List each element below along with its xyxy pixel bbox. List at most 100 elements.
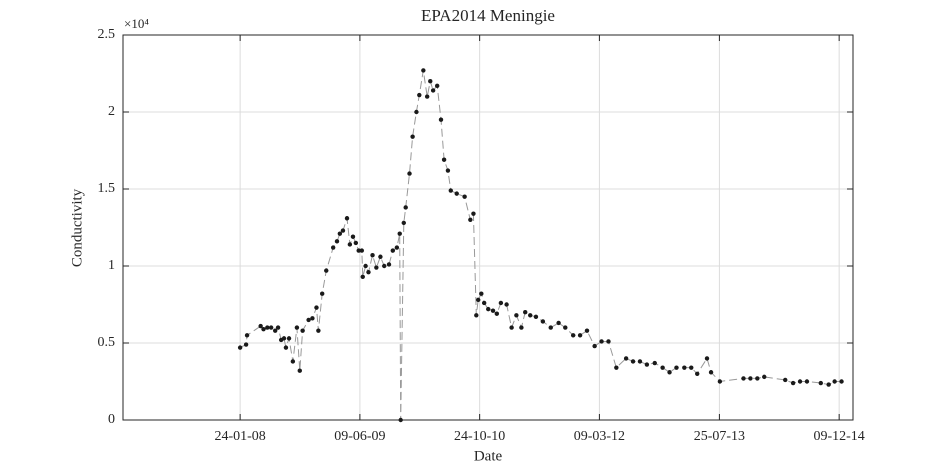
data-point — [261, 326, 266, 332]
x-tick-label: 09-03-12 — [574, 429, 625, 444]
data-point — [494, 311, 500, 316]
x-axis-label: Date — [474, 448, 503, 464]
data-point — [504, 302, 509, 307]
data-point — [374, 265, 379, 270]
data-point — [445, 168, 451, 173]
data-point — [462, 194, 467, 199]
x-tick-label: 25-07-13 — [694, 429, 745, 444]
data-point — [548, 325, 553, 330]
data-point — [839, 379, 844, 384]
data-point — [741, 376, 746, 381]
y-tick-label: 2 — [108, 104, 115, 119]
data-point — [258, 323, 263, 329]
data-point — [243, 342, 249, 347]
data-point — [797, 379, 803, 384]
data-point — [717, 379, 723, 384]
chart-title: EPA2014 Meningie — [421, 6, 555, 25]
data-point — [244, 333, 250, 338]
data-point — [790, 380, 796, 386]
data-point — [421, 68, 426, 73]
data-point — [290, 359, 296, 364]
data-point — [273, 328, 278, 333]
data-point — [479, 291, 484, 296]
x-tick-label: 09-06-09 — [334, 429, 385, 444]
data-point — [340, 228, 346, 233]
data-point — [448, 188, 453, 193]
data-point — [644, 362, 650, 367]
data-point — [577, 333, 583, 338]
data-point — [481, 300, 487, 306]
data-point — [584, 328, 590, 333]
x-tick-label: 24-01-08 — [214, 429, 265, 444]
data-point — [490, 308, 496, 313]
data-point — [660, 365, 665, 370]
data-point — [344, 216, 350, 221]
data-point — [519, 325, 524, 330]
data-point — [397, 231, 402, 236]
data-point — [528, 313, 533, 318]
data-point — [804, 379, 810, 384]
data-point — [319, 291, 325, 296]
y-tick-label: 1 — [108, 258, 115, 273]
data-point — [614, 365, 619, 370]
data-point — [599, 339, 604, 344]
data-point — [337, 231, 343, 236]
data-point — [294, 325, 300, 330]
data-point — [370, 253, 375, 258]
data-point — [818, 380, 823, 386]
data-point — [704, 356, 710, 361]
data-point — [708, 370, 714, 375]
data-point — [390, 248, 396, 253]
data-point — [363, 263, 368, 269]
data-point — [407, 171, 412, 176]
y-axis-label: Conductivity — [69, 188, 85, 267]
data-point — [667, 370, 672, 375]
data-point — [755, 376, 760, 381]
data-point — [570, 333, 576, 338]
data-point — [783, 377, 788, 383]
data-point — [394, 245, 400, 250]
data-point — [533, 314, 539, 320]
data-point — [428, 79, 433, 84]
data-point — [556, 320, 561, 326]
data-point — [382, 263, 387, 269]
data-point — [832, 379, 837, 384]
x-tick-label: 09-12-14 — [813, 429, 864, 444]
data-point — [353, 240, 359, 246]
data-point — [623, 356, 629, 361]
data-point — [237, 345, 243, 350]
data-point — [424, 94, 430, 99]
data-point — [430, 88, 436, 93]
data-point — [630, 359, 636, 364]
x-tick-label: 24-10-10 — [454, 429, 505, 444]
data-point — [826, 382, 831, 387]
data-point — [310, 316, 315, 321]
data-point — [434, 83, 440, 89]
data-point — [563, 325, 568, 330]
y-tick-label: 0.5 — [98, 335, 116, 350]
data-point — [592, 343, 597, 349]
data-point — [476, 297, 481, 303]
data-point — [401, 220, 406, 226]
data-point — [689, 365, 694, 370]
data-point — [514, 313, 519, 318]
data-point — [334, 239, 340, 244]
data-point — [297, 368, 302, 373]
data-point — [386, 262, 392, 267]
data-point — [441, 157, 447, 162]
data-point — [414, 109, 419, 115]
data-point — [606, 339, 611, 344]
data-point — [330, 245, 336, 250]
data-line — [239, 70, 842, 421]
data-point — [359, 248, 365, 253]
data-point — [486, 306, 491, 312]
data-point — [498, 300, 504, 306]
data-point — [438, 117, 444, 122]
data-point — [347, 242, 353, 247]
data-point — [652, 360, 657, 366]
data-point — [275, 325, 281, 330]
data-point — [316, 328, 321, 333]
plot-frame — [122, 34, 854, 421]
data-point — [474, 313, 479, 318]
